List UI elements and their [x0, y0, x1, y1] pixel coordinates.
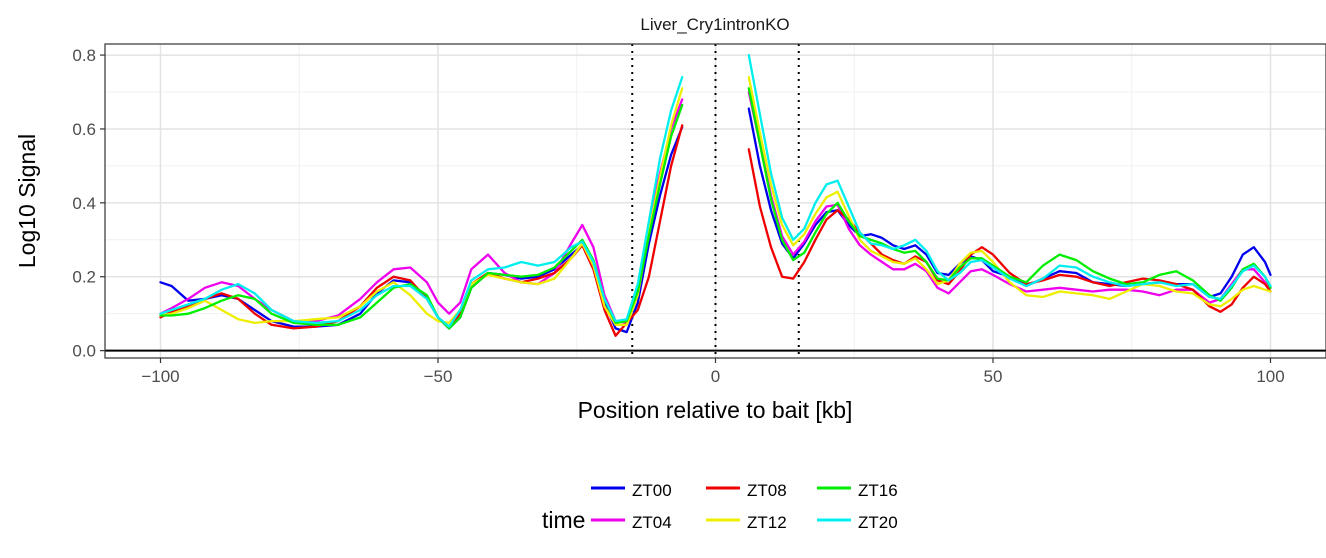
x-tick-label: 50 [984, 367, 1003, 386]
reference-lines [105, 44, 1326, 358]
series-line-zt20-right [747, 53, 1272, 301]
y-tick-label: 0.2 [72, 268, 96, 287]
legend-label-zt20: ZT20 [858, 513, 898, 532]
y-tick-label: 0.0 [72, 342, 96, 361]
series-line-zt16-left [159, 103, 684, 330]
legend-label-zt12: ZT12 [747, 513, 787, 532]
legend-label-zt08: ZT08 [747, 481, 787, 500]
legend-label-zt00: ZT00 [632, 481, 672, 500]
x-tick-label: −100 [141, 367, 179, 386]
series-line-zt16-right [747, 87, 1272, 302]
axes: 0.0 0.2 0.4 0.6 0.8 −100 −50 0 50 100 [72, 46, 1284, 386]
series-line-zt12-right [747, 76, 1272, 308]
x-axis-title: Position relative to bait [kb] [578, 397, 853, 423]
y-tick-label: 0.6 [72, 120, 96, 139]
x-tick-label: −50 [424, 367, 453, 386]
legend-label-zt04: ZT04 [632, 513, 672, 532]
x-tick-label: 0 [711, 367, 720, 386]
legend-title: time [542, 507, 585, 533]
y-tick-label: 0.8 [72, 46, 96, 65]
series-lines [159, 53, 1272, 337]
x-tick-label: 100 [1256, 367, 1284, 386]
chart-title: Liver_Cry1intronKO [640, 15, 789, 34]
y-tick-label: 0.4 [72, 194, 96, 213]
legend: time ZT00 ZT04 ZT08 ZT12 ZT16 ZT20 [542, 481, 898, 533]
series-line-zt20-left [159, 76, 684, 328]
y-axis-title: Log10 Signal [14, 134, 40, 268]
legend-label-zt16: ZT16 [858, 481, 898, 500]
